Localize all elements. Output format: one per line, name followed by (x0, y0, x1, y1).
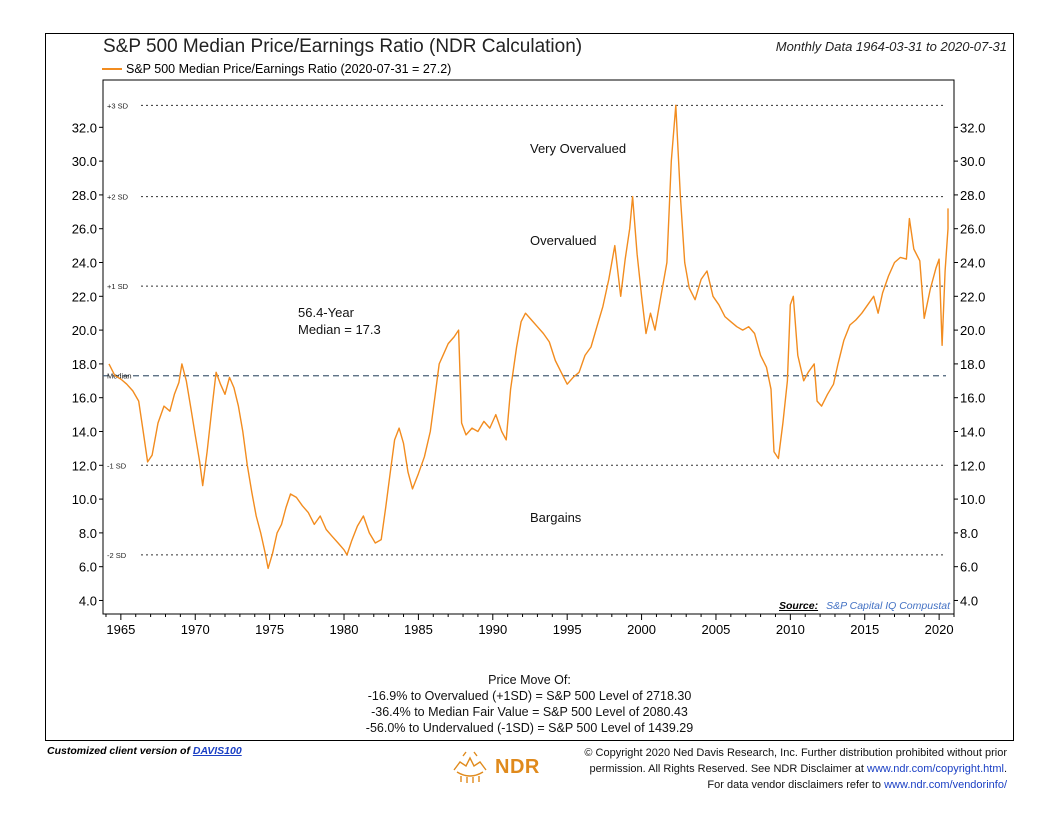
vendor-info-link[interactable]: www.ndr.com/vendorinfo/ (884, 779, 1007, 791)
median-annotation: 56.4-Year Median = 17.3 (298, 304, 381, 338)
davis100-link[interactable]: DAVIS100 (192, 745, 242, 757)
y-tick-label-right: 20.0 (960, 323, 985, 338)
y-tick-label-right: 26.0 (960, 222, 985, 237)
reference-line-label: +1 SD (107, 282, 129, 291)
zone-very-overvalued: Very Overvalued (530, 141, 627, 156)
y-tick-label-left: 10.0 (72, 492, 97, 507)
x-tick-label: 2015 (850, 622, 879, 637)
y-tick-label-right: 32.0 (960, 120, 985, 135)
x-tick-label: 2005 (701, 622, 730, 637)
reference-line-label: -1 SD (107, 461, 127, 470)
price-move-line: -56.0% to Undervalued (-1SD) = S&P 500 L… (365, 721, 694, 735)
reference-line-label: +3 SD (107, 101, 129, 110)
y-tick-label-right: 14.0 (960, 424, 985, 439)
y-tick-label-left: 6.0 (79, 560, 97, 575)
source-note: Source: S&P Capital IQ Compustat (779, 600, 950, 612)
y-tick-label-right: 6.0 (960, 560, 978, 575)
price-move-heading: Price Move Of: (488, 673, 571, 687)
x-tick-label: 2020 (925, 622, 954, 637)
chart-subtitle: Monthly Data 1964-03-31 to 2020-07-31 (775, 39, 1007, 54)
y-tick-label-right: 24.0 (960, 256, 985, 271)
price-move-summary: Price Move Of: -16.9% to Overvalued (+1S… (45, 672, 1014, 736)
source-label: Source: (778, 600, 819, 612)
legend: S&P 500 Median Price/Earnings Ratio (202… (102, 62, 451, 76)
y-tick-label-left: 8.0 (79, 526, 97, 541)
y-tick-label-left: 20.0 (72, 323, 97, 338)
x-tick-label: 1985 (404, 622, 433, 637)
zone-overvalued: Overvalued (530, 233, 597, 248)
y-tick-label-right: 22.0 (960, 289, 985, 304)
x-tick-label: 2010 (776, 622, 805, 637)
y-tick-label-right: 8.0 (960, 526, 978, 541)
chart-frame (45, 33, 1014, 741)
y-tick-label-right: 16.0 (960, 391, 985, 406)
ndr-logo-text: NDR (495, 755, 540, 778)
x-tick-label: 1975 (255, 622, 284, 637)
y-tick-label-left: 12.0 (72, 458, 97, 473)
legend-label: S&P 500 Median Price/Earnings Ratio (202… (126, 62, 452, 76)
zone-bargains: Bargains (530, 510, 582, 525)
copyright-link[interactable]: www.ndr.com/copyright.html (867, 763, 1004, 775)
ndr-logo: NDR (451, 750, 540, 784)
chart-title: S&P 500 Median Price/Earnings Ratio (NDR… (103, 36, 583, 57)
series-line-pe-ratio (108, 104, 949, 570)
reference-line-label: Median (107, 372, 132, 381)
y-tick-label-right: 12.0 (960, 458, 985, 473)
y-tick-label-left: 32.0 (72, 120, 97, 135)
copyright-text: permission. All Rights Reserved. See NDR… (589, 763, 867, 775)
legend-swatch (102, 68, 122, 70)
y-tick-label-left: 16.0 (72, 391, 97, 406)
y-tick-label-right: 18.0 (960, 357, 985, 372)
y-tick-label-left: 30.0 (72, 154, 97, 169)
bull-bear-icon (453, 751, 487, 783)
copyright-line: permission. All Rights Reserved. See NDR… (537, 761, 1007, 777)
y-tick-label-right: 28.0 (960, 188, 985, 203)
x-tick-label: 1980 (330, 622, 359, 637)
copyright-line: For data vendor disclaimers refer to www… (537, 777, 1007, 793)
x-tick-label: 1995 (553, 622, 582, 637)
x-tick-label: 2000 (627, 622, 656, 637)
vendor-text: For data vendor disclaimers refer to (707, 779, 885, 791)
y-tick-label-right: 30.0 (960, 154, 985, 169)
x-tick-label: 1990 (478, 622, 507, 637)
y-tick-label-right: 4.0 (960, 593, 978, 608)
copyright-text: . (1003, 763, 1007, 775)
x-tick-label: 1965 (106, 622, 135, 637)
y-tick-label-left: 26.0 (72, 222, 97, 237)
y-tick-label-left: 24.0 (72, 256, 97, 271)
median-annotation-line2: Median = 17.3 (298, 322, 381, 337)
plot-area (102, 79, 955, 615)
client-version-note: Customized client version of DAVIS100 (47, 745, 242, 757)
y-tick-label-left: 18.0 (72, 357, 97, 372)
source-value: S&P Capital IQ Compustat (826, 600, 950, 612)
copyright-notice: © Copyright 2020 Ned Davis Research, Inc… (537, 745, 1007, 793)
reference-line-label: -2 SD (107, 551, 127, 560)
copyright-line: © Copyright 2020 Ned Davis Research, Inc… (584, 747, 1007, 759)
y-tick-label-left: 4.0 (79, 593, 97, 608)
y-tick-label-left: 22.0 (72, 289, 97, 304)
client-version-prefix: Customized client version of (47, 745, 193, 757)
y-tick-label-left: 28.0 (72, 188, 97, 203)
y-tick-label-left: 14.0 (72, 424, 97, 439)
reference-line-label: +2 SD (107, 193, 129, 202)
y-tick-label-right: 10.0 (960, 492, 985, 507)
price-move-line: -16.9% to Overvalued (+1SD) = S&P 500 Le… (367, 689, 692, 703)
x-tick-label: 1970 (181, 622, 210, 637)
median-annotation-line1: 56.4-Year (298, 305, 354, 320)
price-move-line: -36.4% to Median Fair Value = S&P 500 Le… (371, 705, 688, 719)
